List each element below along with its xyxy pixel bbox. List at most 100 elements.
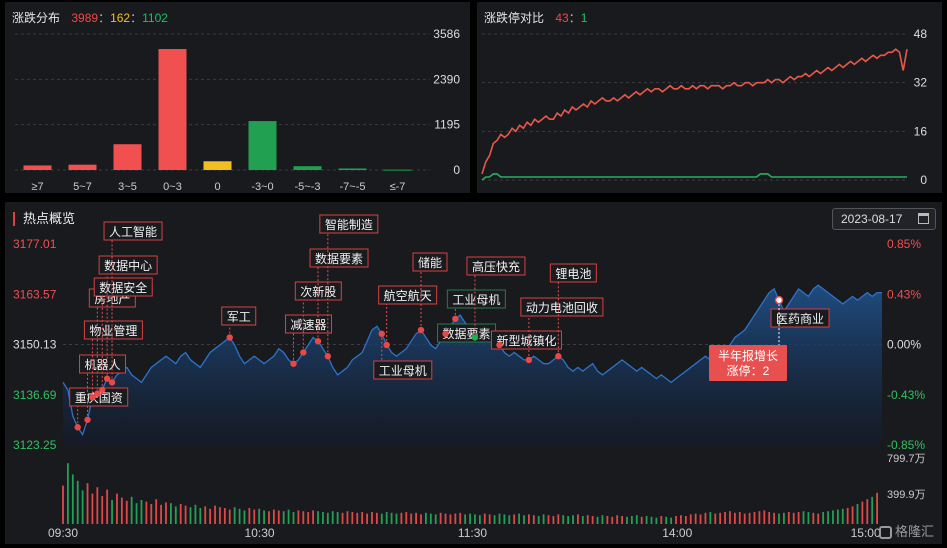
x-tick-label: 5~7 bbox=[73, 181, 92, 193]
volume-bar bbox=[165, 502, 167, 524]
annotation-label: 医药商业 bbox=[776, 311, 824, 326]
y-tick-label: 0 bbox=[920, 173, 927, 187]
annotation-dot bbox=[84, 416, 91, 423]
volume-bar bbox=[513, 514, 516, 524]
gelonghui-logo-icon bbox=[878, 526, 892, 539]
volume-bar bbox=[410, 513, 413, 524]
x-tick-label: ≤-7 bbox=[390, 181, 406, 193]
volume-bar bbox=[174, 506, 177, 524]
volume-bar bbox=[429, 513, 432, 524]
volume-bar bbox=[400, 512, 403, 524]
volume-bar bbox=[699, 514, 702, 524]
annotation-box bbox=[284, 314, 332, 334]
annotation-box bbox=[490, 330, 562, 350]
volume-bar bbox=[665, 516, 668, 524]
volume-bar bbox=[591, 516, 594, 524]
volume-bar bbox=[547, 515, 550, 524]
volume-bar bbox=[729, 511, 731, 524]
annotation-box bbox=[549, 263, 597, 283]
volume-bar bbox=[503, 514, 506, 524]
volume-bar bbox=[81, 490, 84, 524]
annotation-dot bbox=[496, 341, 503, 349]
volume-bar bbox=[263, 510, 265, 524]
annotation-label: 数据安全 bbox=[99, 280, 147, 295]
volume-bar bbox=[567, 516, 570, 524]
volume-bar bbox=[130, 496, 133, 524]
bar bbox=[158, 49, 187, 171]
volume-bar bbox=[86, 483, 89, 524]
volume-bar bbox=[169, 503, 172, 524]
volume-bar bbox=[214, 505, 216, 524]
index-area bbox=[63, 285, 882, 445]
volume-bar bbox=[748, 512, 751, 524]
x-tick-label: 09:30 bbox=[48, 526, 78, 540]
x-tick-label: 0~3 bbox=[163, 181, 182, 193]
volume-bar bbox=[792, 512, 795, 524]
volume-bar bbox=[841, 508, 844, 524]
pct-tick-label: 0.43% bbox=[887, 287, 921, 301]
volume-bar bbox=[817, 513, 820, 524]
volume-bar bbox=[753, 512, 756, 524]
limit-compare-title: 涨跌停对比 43：1 bbox=[484, 9, 587, 26]
annotation-label: 储能 bbox=[418, 255, 442, 270]
y-tick-label: 3123.25 bbox=[13, 438, 57, 452]
volume-bar bbox=[866, 499, 869, 524]
bar bbox=[113, 144, 142, 170]
volume-bar bbox=[768, 512, 771, 524]
volume-bar bbox=[577, 514, 579, 524]
callout-dot bbox=[774, 295, 784, 305]
volume-bar bbox=[272, 509, 275, 524]
volume-bar bbox=[640, 516, 643, 524]
annotation-label: 新型城镇化 bbox=[496, 333, 556, 348]
volume-bar bbox=[385, 512, 388, 524]
pct-tick-label: 0.85% bbox=[887, 237, 921, 251]
volume-bar bbox=[832, 510, 834, 524]
volume-bar bbox=[797, 512, 800, 524]
annotation-dot bbox=[103, 375, 111, 382]
volume-bar bbox=[542, 514, 545, 524]
volume-bar bbox=[76, 480, 79, 524]
volume-bar bbox=[341, 512, 344, 524]
volume-bar bbox=[160, 504, 162, 524]
volume-bar bbox=[861, 501, 864, 524]
annotation-dot bbox=[383, 341, 390, 349]
volume-bar bbox=[483, 513, 486, 524]
annotation-box bbox=[446, 289, 506, 309]
y-tick-label: 2390 bbox=[433, 72, 460, 86]
annotation-dot bbox=[74, 424, 81, 431]
volume-bar bbox=[307, 512, 310, 524]
volume-bar bbox=[356, 512, 359, 524]
volume-bar bbox=[474, 514, 476, 524]
y-tick-label: 48 bbox=[914, 27, 928, 41]
annotation-label: 数据要素 bbox=[315, 251, 363, 266]
volume-bar bbox=[523, 515, 525, 524]
volume-bar bbox=[660, 516, 663, 524]
annotation-box bbox=[319, 214, 379, 234]
volume-bar bbox=[738, 512, 741, 524]
volume-bar bbox=[351, 512, 354, 524]
annotation-dot bbox=[324, 353, 332, 360]
annotation-label: 减速器 bbox=[290, 318, 326, 332]
volume-bar bbox=[733, 512, 736, 524]
volume-bar bbox=[390, 512, 393, 524]
volume-bar bbox=[876, 492, 878, 524]
x-tick-label: 0 bbox=[214, 181, 220, 193]
annotation-label: 智能制造 bbox=[325, 217, 373, 232]
volume-bar bbox=[836, 509, 839, 524]
volume-bar bbox=[572, 515, 574, 524]
volume-bar bbox=[871, 496, 874, 524]
annotation-box bbox=[221, 306, 257, 326]
volume-bar bbox=[846, 508, 849, 524]
annotation-dot bbox=[300, 349, 307, 356]
bar bbox=[23, 165, 52, 170]
volume-bar bbox=[464, 514, 467, 524]
volume-bar bbox=[763, 510, 766, 524]
annotation-box bbox=[83, 320, 143, 340]
volume-bar bbox=[478, 515, 481, 524]
date-picker[interactable]: 2023-08-17 bbox=[832, 208, 936, 230]
volume-bar bbox=[439, 512, 442, 524]
volume-bar bbox=[326, 512, 329, 524]
volume-bar bbox=[680, 515, 682, 524]
volume-bar bbox=[145, 501, 148, 524]
volume-bar bbox=[851, 506, 854, 524]
